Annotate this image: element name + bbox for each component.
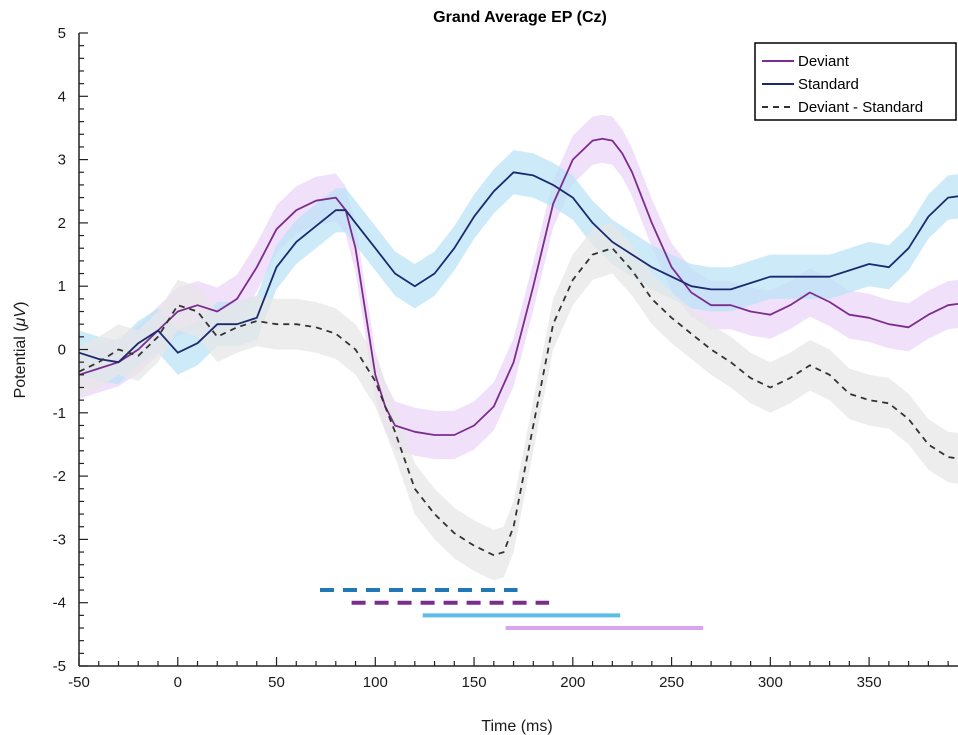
band-deviant [79,114,958,459]
legend-item-deviant: Deviant [762,53,850,70]
chart-title: Grand Average EP (Cz) [433,9,607,26]
y-axis-label-unit: μV [12,306,29,328]
y-tick-label: -1 [53,405,66,422]
x-tick-label: 200 [560,674,585,691]
legend-label-deviant: Deviant [798,53,850,70]
legend: Deviant Standard Deviant - Standard [754,42,957,121]
plot-area [78,114,958,631]
y-tick-label: -4 [53,595,66,612]
y-ticks: -5 -4 -3 -2 -1 0 1 2 3 4 5 [53,25,88,675]
y-axis-label-close: ) [12,302,29,307]
x-tick-label: 50 [268,674,285,691]
x-tick-label: 300 [758,674,783,691]
y-tick-label: 4 [58,88,66,105]
legend-label-difference: Deviant - Standard [798,99,923,116]
x-tick-label: 100 [363,674,388,691]
band-deviant-standard [79,222,958,581]
series-line-standard [78,171,958,364]
series-lines [78,137,958,557]
y-tick-label: 0 [58,342,66,359]
y-tick-label: 5 [58,25,66,42]
y-axis-label: Potential (μV) [12,302,29,399]
x-ticks: -50 0 50 100 150 200 250 300 350 [68,657,949,691]
y-tick-label: -3 [53,531,66,548]
significance-bars [319,588,704,631]
confidence-bands [79,114,958,581]
band-standard [79,150,958,385]
x-tick-label: 150 [462,674,487,691]
x-tick-label: 250 [659,674,684,691]
x-tick-label: 350 [857,674,882,691]
x-axis-label: Time (ms) [481,718,552,735]
axes: -50 0 50 100 150 200 250 300 350 -5 -4 -3 -2 -1 0 1 2 3 4… [53,25,958,691]
legend-label-standard: Standard [798,76,859,93]
series-line-deviant-standard [78,247,958,557]
legend-item-difference: Deviant - Standard [762,99,923,116]
y-tick-label: 1 [58,278,66,295]
series-line-deviant [78,137,958,436]
y-axis-label-main: Potential ( [12,326,29,399]
x-tick-label: -50 [68,674,90,691]
y-tick-label: -5 [53,658,66,675]
y-tick-label: 2 [58,215,66,232]
x-tick-label: 0 [174,674,182,691]
y-tick-label: 3 [58,152,66,169]
y-tick-label: -2 [53,468,66,485]
legend-item-standard: Standard [762,76,859,93]
